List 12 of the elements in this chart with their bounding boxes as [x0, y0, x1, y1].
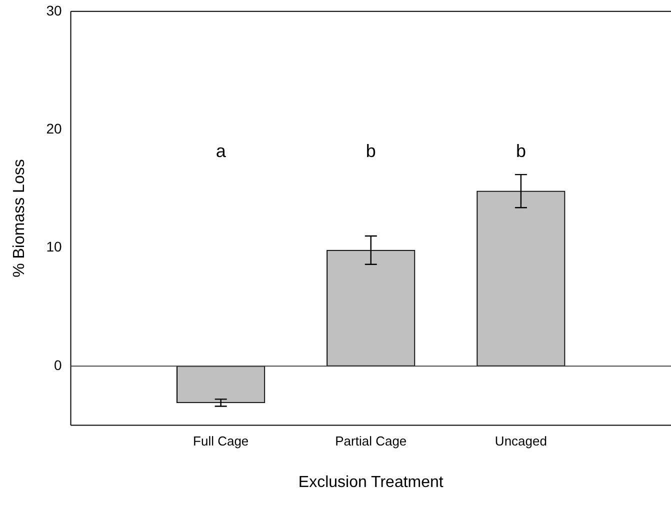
- annotation: a: [216, 141, 227, 162]
- y-tick-label: 20: [46, 120, 62, 136]
- y-tick-label: 10: [46, 238, 62, 255]
- y-axis-title: % Biomass Loss: [11, 159, 28, 278]
- y-tick-label: 0: [54, 356, 62, 373]
- x-tick-label: Uncaged: [494, 434, 547, 449]
- annotation: b: [366, 141, 376, 162]
- x-tick-label: Full Cage: [193, 434, 249, 449]
- y-tick-label: 30: [46, 2, 62, 18]
- x-axis-title: Exclusion Treatment: [298, 474, 444, 491]
- annotation: b: [516, 141, 526, 162]
- x-tick-label: Partial Cage: [335, 434, 407, 449]
